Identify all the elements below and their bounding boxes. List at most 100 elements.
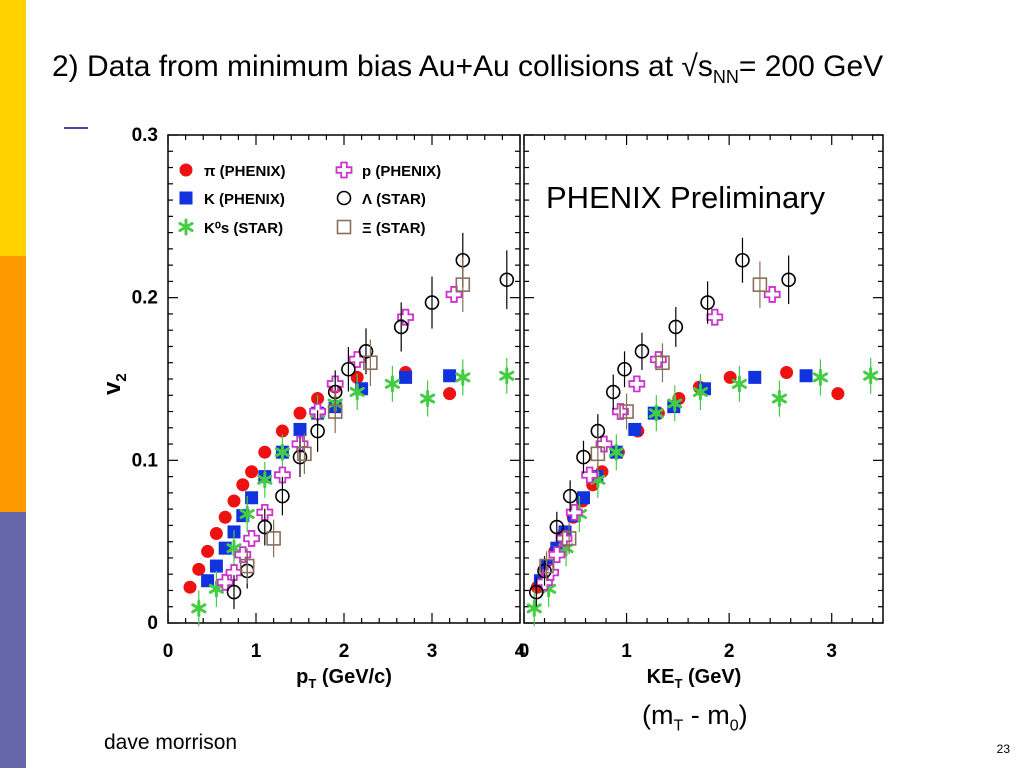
data-point-p — [234, 546, 252, 564]
data-point-p — [225, 564, 243, 581]
data-point-pi — [831, 387, 845, 401]
page-number: 23 — [996, 742, 1010, 756]
data-point-lambda — [735, 252, 750, 268]
data-point-K0s — [191, 599, 207, 617]
data-point-K0s-shape — [191, 599, 207, 617]
data-point-lambda — [257, 519, 273, 535]
data-point-pi — [293, 406, 307, 420]
data-point-lambda — [634, 344, 650, 359]
data-point-lambda — [605, 384, 621, 400]
legend-item-p: p (PHENIX) — [335, 161, 441, 180]
data-point-xi — [619, 404, 634, 419]
data-point-K0s-core — [736, 380, 743, 387]
data-point-lambda-shape — [257, 519, 273, 535]
legend-marker-xi-shape — [336, 219, 352, 235]
data-point-K0s-shape — [208, 580, 224, 598]
slide-title: 2) Data from minimum bias Au+Au collisio… — [52, 50, 883, 88]
data-point-p-shape — [548, 546, 566, 564]
x-tick-label-pt: 0 — [163, 641, 174, 662]
data-point-lambda-shape — [499, 272, 515, 288]
annotation-prefix: (m — [642, 700, 674, 730]
data-point-xi — [590, 446, 606, 462]
data-point-xi — [266, 531, 281, 546]
data-point-p — [595, 435, 613, 453]
data-point-lambda-shape — [358, 344, 374, 359]
data-point-lambda-shape — [537, 563, 552, 579]
data-point-pi-shape — [293, 406, 307, 420]
data-point-K0s-shape — [648, 404, 664, 422]
data-point-K0s — [648, 404, 664, 422]
data-point-K0s-core — [244, 511, 251, 518]
data-point-lambda — [358, 344, 374, 359]
data-point-pi-shape — [227, 494, 241, 508]
data-point-pi — [236, 478, 250, 492]
accent-stripe-orange — [0, 256, 26, 512]
data-point-pi — [218, 510, 232, 524]
data-point-K0s-core — [213, 585, 220, 592]
data-point-p — [565, 503, 583, 521]
data-point-K0s-shape — [384, 375, 400, 393]
legend-marker-K0s — [178, 218, 194, 236]
data-point-K0s — [863, 367, 879, 385]
x-axis-label-rest: (GeV) — [682, 666, 741, 688]
data-point-pi — [780, 365, 794, 379]
data-point-K0s — [239, 505, 255, 523]
legend-label-K: K (PHENIX) — [204, 191, 285, 208]
data-point-xi-shape — [297, 446, 312, 462]
data-point-K — [218, 541, 232, 555]
data-point-K-shape — [799, 369, 813, 383]
data-point-K0s-core — [867, 372, 874, 379]
annotation-sub1: T — [673, 717, 684, 735]
data-point-pi-shape — [780, 365, 794, 379]
preliminary-label: PHENIX Preliminary — [546, 180, 826, 215]
data-point-K0s — [731, 375, 747, 393]
data-point-xi-shape — [619, 404, 634, 419]
data-point-K0s — [226, 539, 242, 557]
y-tick-label: 0 — [147, 613, 158, 634]
data-point-xi-shape — [239, 558, 255, 574]
data-point-xi-shape — [561, 531, 577, 546]
data-point-pi-shape — [218, 510, 232, 524]
data-point-lambda-shape — [393, 319, 409, 335]
x-axis-label-sub: T — [308, 676, 316, 691]
data-point-K0s-shape — [420, 390, 436, 408]
data-point-xi-shape — [327, 404, 343, 419]
data-point-pi-shape — [201, 544, 215, 558]
data-point-K0s-core — [671, 400, 678, 407]
data-point-p — [581, 466, 599, 484]
data-point-lambda — [617, 361, 632, 377]
data-point-pi-shape — [192, 562, 206, 576]
data-point-lambda — [310, 423, 325, 439]
data-point-pi — [192, 562, 206, 576]
x-axis-label-sub: T — [674, 676, 682, 691]
data-point-K0s-shape — [349, 383, 365, 401]
data-point-lambda — [499, 272, 515, 288]
data-point-xi — [539, 558, 554, 574]
legend-item-xi: Ξ (STAR) — [336, 219, 426, 237]
data-point-p-shape — [581, 466, 599, 484]
legend-marker-pi-shape — [179, 163, 193, 177]
data-point-K0s — [608, 443, 624, 461]
data-point-K0s-core — [279, 449, 286, 456]
data-point-xi-shape — [266, 531, 281, 546]
data-point-K — [443, 369, 457, 383]
data-point-p — [348, 351, 366, 368]
data-point-pi — [227, 494, 241, 508]
legend-marker-K-shape — [179, 191, 193, 205]
data-point-K-shape — [245, 491, 259, 505]
data-point-p-shape — [225, 564, 243, 581]
data-point-xi — [363, 355, 378, 371]
data-point-K0s — [667, 394, 683, 412]
data-point-K0s-core — [354, 389, 361, 396]
data-point-K — [399, 370, 413, 384]
data-point-lambda — [529, 584, 544, 600]
x-axis-label-ket: KET (GeV) — [647, 666, 742, 691]
title-suffix: = 200 GeV — [738, 50, 884, 83]
x-tick-label-pt: 3 — [427, 641, 438, 662]
data-point-K — [209, 559, 223, 573]
data-point-p — [628, 375, 646, 393]
data-point-pi — [201, 544, 215, 558]
footer-author: dave morrison — [104, 731, 238, 754]
data-point-p-shape — [397, 308, 414, 326]
data-point-K0s-shape — [731, 375, 747, 393]
